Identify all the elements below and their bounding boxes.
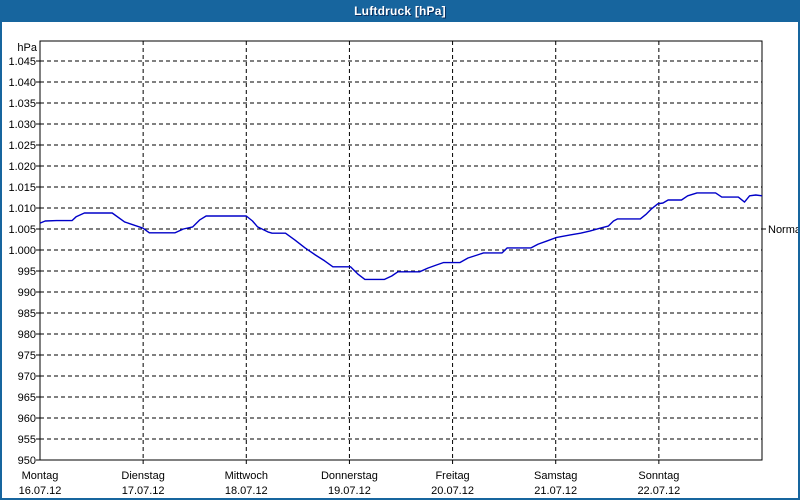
x-day-label: Sonntag (638, 470, 679, 482)
x-day-label: Samstag (534, 470, 577, 482)
plot-border (39, 40, 763, 461)
title-bar: Luftdruck [hPa] (2, 0, 798, 22)
y-tick-label: 975 (18, 350, 36, 362)
y-tick-label: 1.025 (8, 140, 36, 152)
y-tick-label: 995 (18, 266, 36, 278)
y-tick-label: 955 (18, 434, 36, 446)
x-day-label: Dienstag (121, 470, 164, 482)
y-tick-label: 960 (18, 413, 36, 425)
y-tick-label: 1.015 (8, 182, 36, 194)
x-day-label: Donnerstag (321, 470, 378, 482)
y-tick-label: 990 (18, 287, 36, 299)
y-tick-label: 970 (18, 371, 36, 383)
x-date-label: 20.07.12 (431, 485, 474, 497)
x-date-label: 17.07.12 (122, 485, 165, 497)
x-date-label: 21.07.12 (534, 485, 577, 497)
y-tick-label: 1.030 (8, 119, 36, 131)
y-tick-label: 985 (18, 308, 36, 320)
pressure-series-line (39, 192, 763, 281)
y-tick-label: 1.040 (8, 77, 36, 89)
y-tick-label: 1.005 (8, 224, 36, 236)
normal-label: Normal (768, 224, 800, 236)
y-tick-label: 980 (18, 329, 36, 341)
y-tick-label: 950 (18, 455, 36, 467)
y-tick-label: 1.000 (8, 245, 36, 257)
x-day-label: Freitag (435, 470, 469, 482)
x-date-label: 22.07.12 (637, 485, 680, 497)
x-date-label: 16.07.12 (19, 485, 62, 497)
y-tick-label: 1.035 (8, 98, 36, 110)
x-day-label: Montag (22, 470, 59, 482)
x-date-label: 18.07.12 (225, 485, 268, 497)
window-title: Luftdruck [hPa] (354, 4, 446, 18)
y-tick-label: 965 (18, 392, 36, 404)
x-date-label: 19.07.12 (328, 485, 371, 497)
y-tick-label: 1.045 (8, 56, 36, 68)
x-day-label: Mittwoch (225, 470, 268, 482)
y-tick-label: 1.020 (8, 161, 36, 173)
y-tick-label: 1.010 (8, 203, 36, 215)
y-axis-unit-label: hPa (17, 42, 37, 54)
